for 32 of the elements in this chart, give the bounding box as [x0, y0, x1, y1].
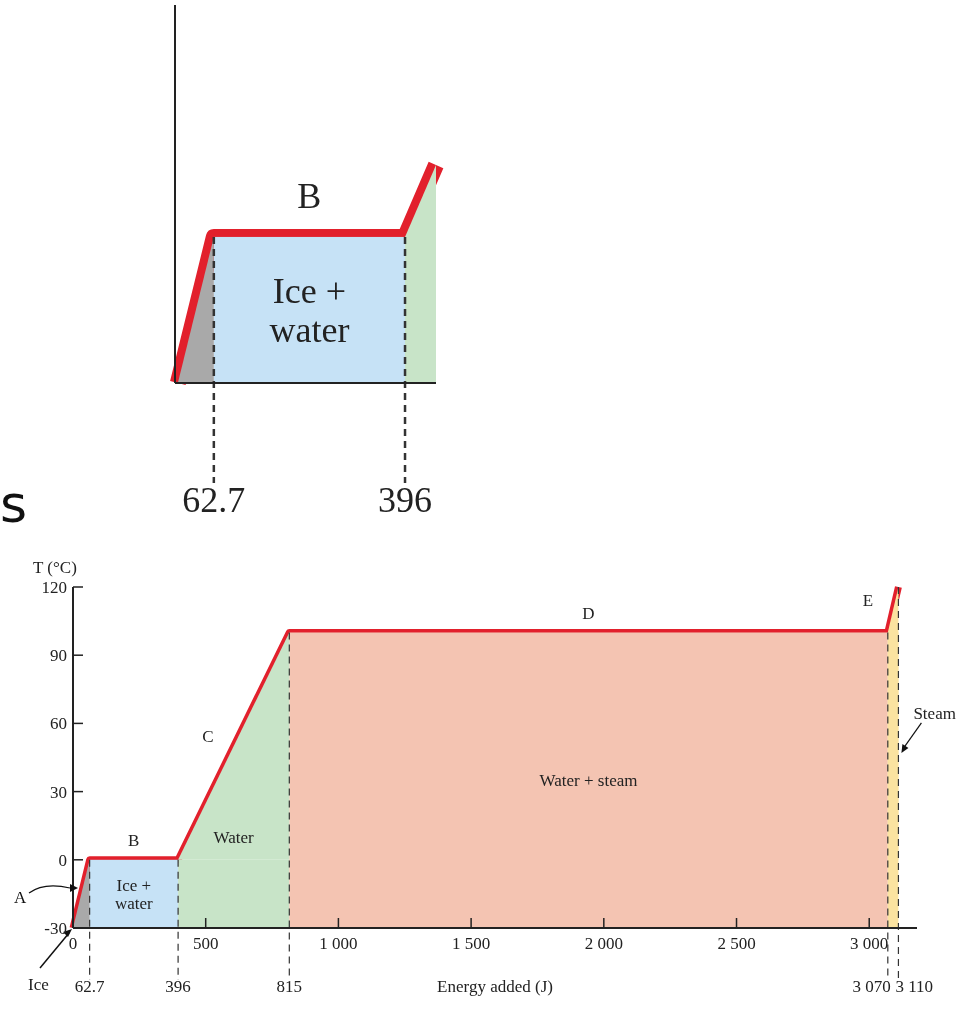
x-tick-label: 1 000: [319, 934, 358, 953]
y-tick-label: 120: [41, 578, 67, 597]
y-tick-label: 30: [50, 782, 67, 802]
x-tick-label: 2 500: [717, 934, 756, 953]
annotation: B: [128, 831, 140, 851]
x-tick-label: 500: [192, 934, 219, 953]
annotation: E: [862, 590, 874, 610]
band-label: Ice + water: [269, 270, 350, 351]
y-tick-label: -30: [44, 919, 67, 938]
text: Ice: [28, 975, 49, 994]
text: A: [14, 888, 27, 907]
ref-line-label: 396: [165, 977, 191, 996]
x-axis-title: Energy added (J): [437, 977, 553, 996]
band-label: Ice + water: [114, 875, 154, 914]
annotation: C: [202, 727, 214, 747]
y-tick-label: 90: [50, 646, 67, 666]
x-tick-label: 1 500: [451, 934, 491, 953]
annotation: B: [297, 176, 322, 217]
text: s: [0, 474, 28, 534]
series-label: Steam: [913, 703, 956, 723]
x-tick-label: 2 000: [584, 934, 623, 953]
ref-line-label: 815: [276, 977, 303, 996]
y-tick-label: 60: [50, 714, 67, 734]
ref-line-label: 62.7: [74, 977, 106, 996]
ref-line-label: 3 070: [852, 977, 891, 996]
x-tick-label: 3 000: [850, 934, 889, 953]
ref-line-label: 3 110: [895, 977, 934, 996]
y-axis-title: T (°C): [33, 558, 77, 577]
annotation: D: [582, 603, 595, 623]
series-label: Water: [213, 828, 255, 848]
y-tick-label: 0: [58, 850, 67, 870]
band-label: Water + steam: [539, 771, 638, 791]
